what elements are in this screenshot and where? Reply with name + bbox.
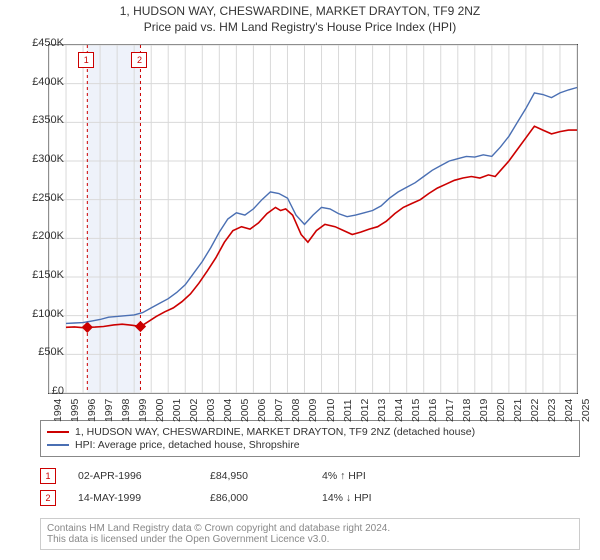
table-row: 1 02-APR-1996 £84,950 4% ↑ HPI <box>40 468 580 484</box>
x-axis-tick-label: 2001 <box>171 408 183 422</box>
x-axis-tick-label: 2004 <box>222 408 234 422</box>
inline-marker-icon: 2 <box>131 52 147 68</box>
x-axis-tick-label: 2000 <box>154 408 166 422</box>
x-axis-tick-label: 2019 <box>478 408 490 422</box>
x-axis-tick-label: 2013 <box>376 408 388 422</box>
x-axis-tick-label: 2011 <box>342 408 354 422</box>
x-axis-tick-label: 2020 <box>495 408 507 422</box>
sale-date: 02-APR-1996 <box>78 470 188 482</box>
x-axis-tick-label: 1995 <box>69 408 81 422</box>
x-axis-tick-label: 2016 <box>427 408 439 422</box>
x-axis-tick-label: 1996 <box>86 408 98 422</box>
y-axis-tick-label: £150K <box>18 269 64 281</box>
chart-title-2: Price paid vs. HM Land Registry's House … <box>0 20 600 34</box>
x-axis-tick-label: 2005 <box>239 408 251 422</box>
x-axis-tick-label: 2015 <box>410 408 422 422</box>
x-axis-tick-label: 2009 <box>307 408 319 422</box>
x-axis-tick-label: 2012 <box>359 408 371 422</box>
y-axis-tick-label: £450K <box>18 37 64 49</box>
x-axis-tick-label: 2010 <box>325 408 337 422</box>
y-axis-tick-label: £400K <box>18 76 64 88</box>
x-axis-tick-label: 1997 <box>103 408 115 422</box>
table-row: 2 14-MAY-1999 £86,000 14% ↓ HPI <box>40 490 580 506</box>
inline-marker-icon: 1 <box>78 52 94 68</box>
legend-item: HPI: Average price, detached house, Shro… <box>47 439 573 451</box>
x-axis-tick-label: 2007 <box>273 408 285 422</box>
y-axis-tick-label: £100K <box>18 308 64 320</box>
sale-delta: 14% ↓ HPI <box>322 492 372 504</box>
sale-marker-icon: 2 <box>40 490 56 506</box>
x-axis-tick-label: 2017 <box>444 408 456 422</box>
sale-marker-icon: 1 <box>40 468 56 484</box>
legend-swatch <box>47 431 69 433</box>
y-axis-tick-label: £350K <box>18 114 64 126</box>
sale-marker-index: 2 <box>45 493 50 503</box>
x-axis-tick-label: 2018 <box>461 408 473 422</box>
legend-swatch <box>47 444 69 446</box>
sale-delta: 4% ↑ HPI <box>322 470 366 482</box>
sale-price: £86,000 <box>210 492 300 504</box>
y-axis-tick-label: £50K <box>18 346 64 358</box>
x-axis-tick-label: 2008 <box>290 408 302 422</box>
x-axis-tick-label: 1998 <box>120 408 132 422</box>
x-axis-tick-label: 2006 <box>256 408 268 422</box>
chart-legend: 1, HUDSON WAY, CHESWARDINE, MARKET DRAYT… <box>40 420 580 457</box>
x-axis-tick-label: 1999 <box>137 408 149 422</box>
y-axis-tick-label: £0 <box>18 385 64 397</box>
x-axis-tick-label: 2025 <box>580 408 592 422</box>
legend-label: 1, HUDSON WAY, CHESWARDINE, MARKET DRAYT… <box>75 426 475 438</box>
chart-title-1: 1, HUDSON WAY, CHESWARDINE, MARKET DRAYT… <box>0 4 600 18</box>
sale-marker-index: 1 <box>45 471 50 481</box>
y-axis-tick-label: £250K <box>18 192 64 204</box>
legend-item: 1, HUDSON WAY, CHESWARDINE, MARKET DRAYT… <box>47 426 573 438</box>
x-axis-tick-label: 2003 <box>205 408 217 422</box>
sale-date: 14-MAY-1999 <box>78 492 188 504</box>
y-axis-tick-label: £200K <box>18 230 64 242</box>
x-axis-tick-label: 2023 <box>546 408 558 422</box>
chart-plot-area <box>48 44 578 394</box>
sales-table: 1 02-APR-1996 £84,950 4% ↑ HPI 2 14-MAY-… <box>40 462 580 512</box>
footer-line: This data is licensed under the Open Gov… <box>47 534 573 545</box>
footer-line: Contains HM Land Registry data © Crown c… <box>47 523 573 534</box>
x-axis-tick-label: 2021 <box>512 408 524 422</box>
y-axis-tick-label: £300K <box>18 153 64 165</box>
x-axis-tick-label: 2024 <box>563 408 575 422</box>
sale-price: £84,950 <box>210 470 300 482</box>
x-axis-tick-label: 2022 <box>529 408 541 422</box>
chart-svg <box>49 45 577 393</box>
x-axis-tick-label: 2002 <box>188 408 200 422</box>
license-footer: Contains HM Land Registry data © Crown c… <box>40 518 580 550</box>
x-axis-tick-label: 2014 <box>393 408 405 422</box>
x-axis-tick-label: 1994 <box>52 408 64 422</box>
legend-label: HPI: Average price, detached house, Shro… <box>75 439 300 451</box>
